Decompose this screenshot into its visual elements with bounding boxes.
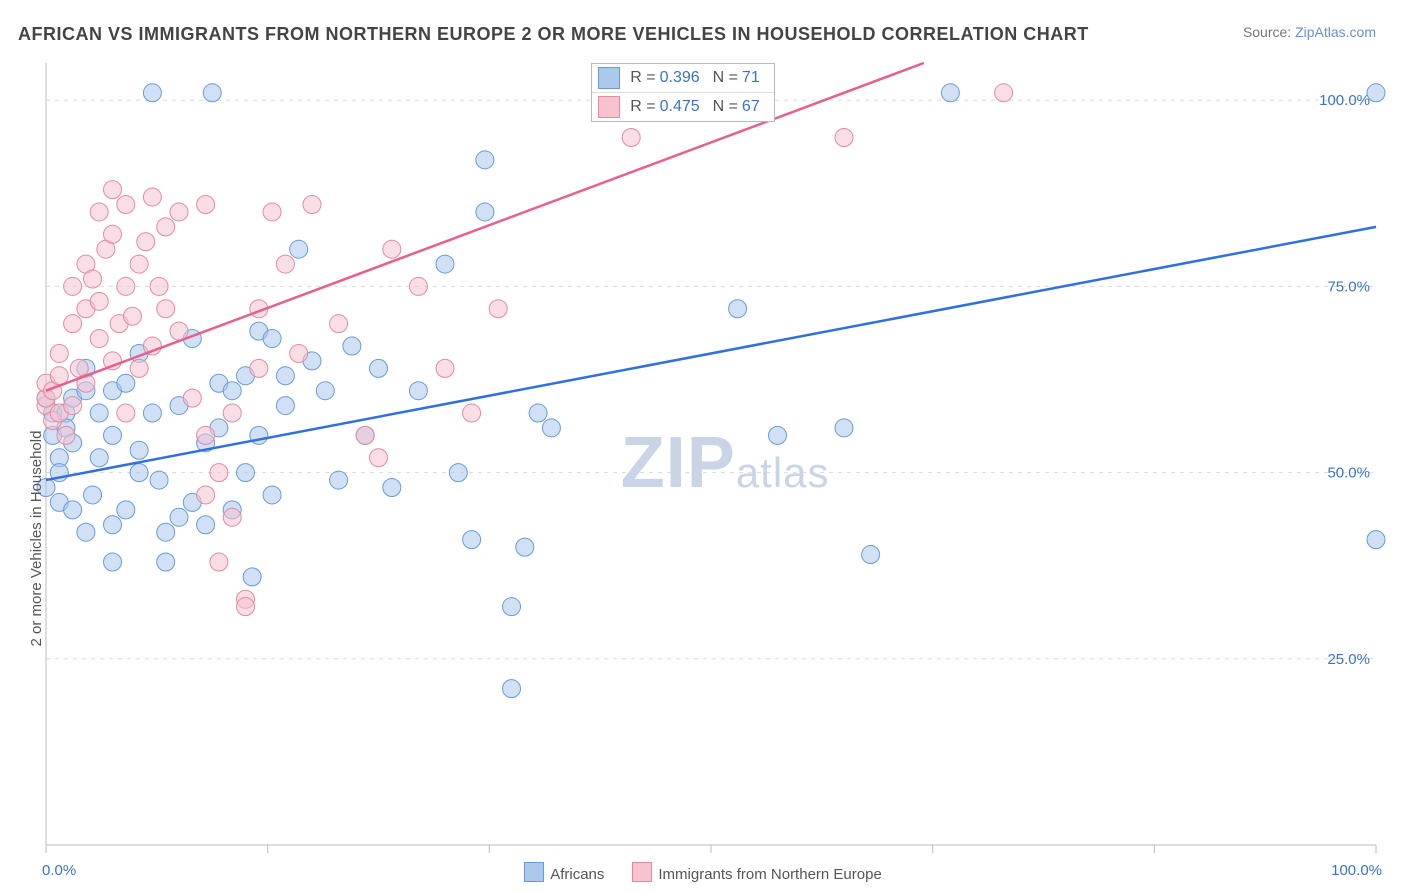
correlation-legend: R = 0.396 N = 71R = 0.475 N = 67 [591,63,774,122]
series-legend: Africans Immigrants from Northern Europe [18,862,1388,883]
scatter-chart: 2 or more Vehicles in Household 25.0% 50.… [18,57,1388,887]
source-link[interactable]: ZipAtlas.com [1295,24,1376,40]
svg-text:75.0%: 75.0% [1327,278,1370,295]
stats-row: R = 0.396 N = 71 [592,64,773,92]
svg-text:100.0%: 100.0% [1319,92,1370,109]
chart-title: AFRICAN VS IMMIGRANTS FROM NORTHERN EURO… [18,24,1089,45]
svg-text:50.0%: 50.0% [1327,465,1370,482]
source-label: Source: [1243,24,1291,40]
y-axis-title: 2 or more Vehicles in Household [28,430,45,646]
stats-row: R = 0.475 N = 67 [592,92,773,121]
svg-text:25.0%: 25.0% [1327,651,1370,668]
legend-item: Africans [524,862,604,883]
source-attribution: Source: ZipAtlas.com [1243,24,1376,40]
plot-area: 25.0% 50.0% 75.0% 100.0% [18,57,1388,887]
legend-item: Immigrants from Northern Europe [632,862,881,883]
